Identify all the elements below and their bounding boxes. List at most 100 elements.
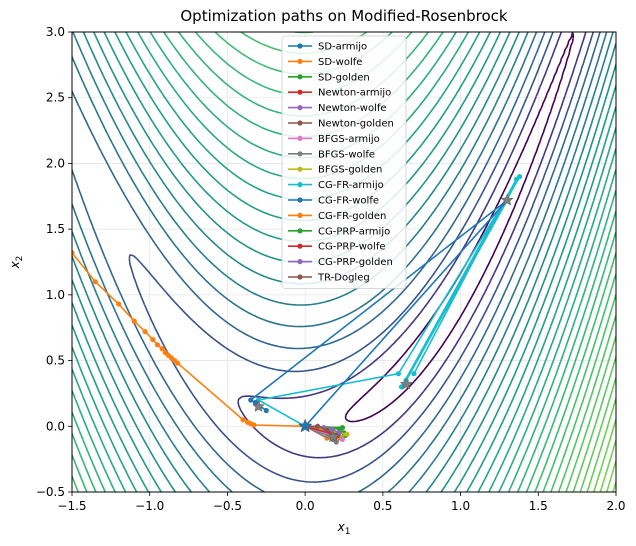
- legend-label: CG-PRP-armijo: [318, 226, 390, 237]
- legend-item: CG-PRP-golden: [288, 257, 393, 268]
- legend-swatch-marker: [297, 197, 303, 203]
- series-point: [116, 301, 122, 307]
- legend-label: Newton-golden: [318, 119, 394, 130]
- legend-item: BFGS-wolfe: [288, 149, 375, 160]
- series-point: [252, 400, 259, 406]
- contour-line: [128, 32, 594, 483]
- x-tick-label: −1.0: [135, 499, 164, 513]
- contour-line: [237, 32, 587, 459]
- series-point: [324, 427, 330, 433]
- contour-line: [599, 439, 616, 492]
- star-marker: [252, 399, 265, 412]
- y-tick-label: 0.0: [46, 419, 65, 433]
- legend-label: SD-golden: [318, 72, 370, 83]
- contour-lines: [72, 32, 616, 492]
- x-axis-label: x1: [337, 520, 351, 537]
- legend-item: CG-FR-armijo: [288, 180, 384, 191]
- star-marker: [399, 377, 413, 390]
- legend-label: BFGS-wolfe: [318, 149, 375, 160]
- x-tick-label: 0.5: [373, 499, 392, 513]
- y-tick-label: 1.5: [46, 222, 65, 236]
- series-point: [263, 407, 269, 414]
- chart-title: Optimization paths on Modified-Rosenbroc…: [180, 7, 508, 25]
- legend-swatch-marker: [297, 212, 303, 218]
- y-tick-label: 0.5: [46, 354, 65, 368]
- series-point: [175, 360, 181, 366]
- series-point: [154, 342, 161, 348]
- legend-label: BFGS-golden: [318, 165, 382, 176]
- x-tick-label: 1.5: [529, 499, 548, 513]
- axes-frame: [71, 31, 617, 493]
- legend-item: Newton-armijo: [288, 88, 391, 99]
- contour-line: [572, 356, 616, 492]
- legend-label: Newton-armijo: [318, 88, 391, 99]
- legend-item: SD-golden: [288, 72, 370, 83]
- x-axis-label-main: x: [337, 520, 346, 534]
- series-point: [240, 417, 246, 423]
- contour-line: [72, 32, 608, 492]
- series-point: [92, 279, 98, 285]
- legend-item: SD-armijo: [288, 42, 367, 53]
- legend-swatch-marker: [297, 120, 303, 126]
- legend-label: Newton-wolfe: [318, 103, 387, 114]
- legend-item: Newton-wolfe: [288, 103, 387, 114]
- star-marker: [500, 193, 514, 206]
- series-point: [513, 176, 520, 182]
- y-tick-label: −0.5: [36, 485, 65, 499]
- contour-line: [557, 314, 616, 492]
- legend-swatch-marker: [297, 151, 303, 157]
- legend-swatch-marker: [297, 259, 303, 265]
- contour-line: [344, 32, 575, 423]
- legend-swatch-marker: [297, 166, 303, 172]
- series-line: [305, 425, 337, 437]
- legend-swatch-marker: [297, 274, 303, 280]
- y-tick-label: 2.5: [46, 91, 65, 105]
- legend-swatch-marker: [297, 243, 303, 249]
- legend-item: CG-FR-golden: [288, 211, 386, 222]
- legend-label: SD-armijo: [318, 42, 367, 53]
- x-tick-label: 2.0: [606, 499, 625, 513]
- y-tick-label: 2.0: [46, 156, 65, 170]
- contour-line: [72, 32, 616, 492]
- series-point: [159, 346, 165, 352]
- legend-label: CG-PRP-wolfe: [318, 242, 386, 253]
- x-axis-label-sub: 1: [345, 527, 351, 537]
- y-axis-label-main: x: [8, 260, 22, 269]
- series-point: [248, 397, 254, 403]
- x-axis-ticks: −1.5 −1.0 −0.5 0.0 0.5 1.0 1.5 2.0: [57, 492, 626, 513]
- series-point: [142, 329, 148, 335]
- y-axis-label: x2: [8, 256, 25, 270]
- x-tick-label: −0.5: [213, 499, 242, 513]
- legend-item: TR-Dogleg: [288, 273, 370, 284]
- series-point: [150, 336, 156, 343]
- legend-item: SD-wolfe: [288, 57, 362, 68]
- series-point: [314, 423, 321, 429]
- y-axis-ticks: −0.5 0.0 0.5 1.0 1.5 2.0 2.5 3.0: [36, 25, 72, 499]
- legend-swatch-marker: [297, 89, 303, 95]
- contour-line: [72, 32, 601, 492]
- x-tick-label: 0.0: [296, 499, 315, 513]
- legend-label: CG-PRP-golden: [318, 257, 393, 268]
- series-point: [411, 371, 417, 377]
- contour-line: [605, 460, 616, 492]
- legend-item: Newton-golden: [288, 119, 394, 130]
- series-point: [339, 436, 346, 443]
- contour-line: [565, 335, 616, 492]
- legend-item: CG-FR-wolfe: [288, 196, 379, 207]
- y-tick-label: 1.0: [46, 288, 65, 302]
- contour-line: [612, 481, 616, 492]
- legend-item: CG-PRP-armijo: [288, 226, 390, 237]
- y-tick-label: 3.0: [46, 25, 65, 39]
- legend-label: CG-FR-armijo: [318, 180, 384, 191]
- legend: SD-armijo SD-wolfe SD-golden Newton-armijo N…: [281, 35, 407, 289]
- contour-line: [579, 377, 616, 492]
- legend-label: SD-wolfe: [318, 57, 362, 68]
- contour-line: [294, 32, 616, 492]
- y-axis-label-sub: 2: [15, 256, 25, 262]
- legend-swatch-marker: [297, 135, 303, 141]
- legend-label: CG-FR-wolfe: [318, 196, 379, 207]
- legend-box: [281, 35, 407, 289]
- legend-label: BFGS-armijo: [318, 134, 380, 145]
- series-point: [344, 431, 350, 437]
